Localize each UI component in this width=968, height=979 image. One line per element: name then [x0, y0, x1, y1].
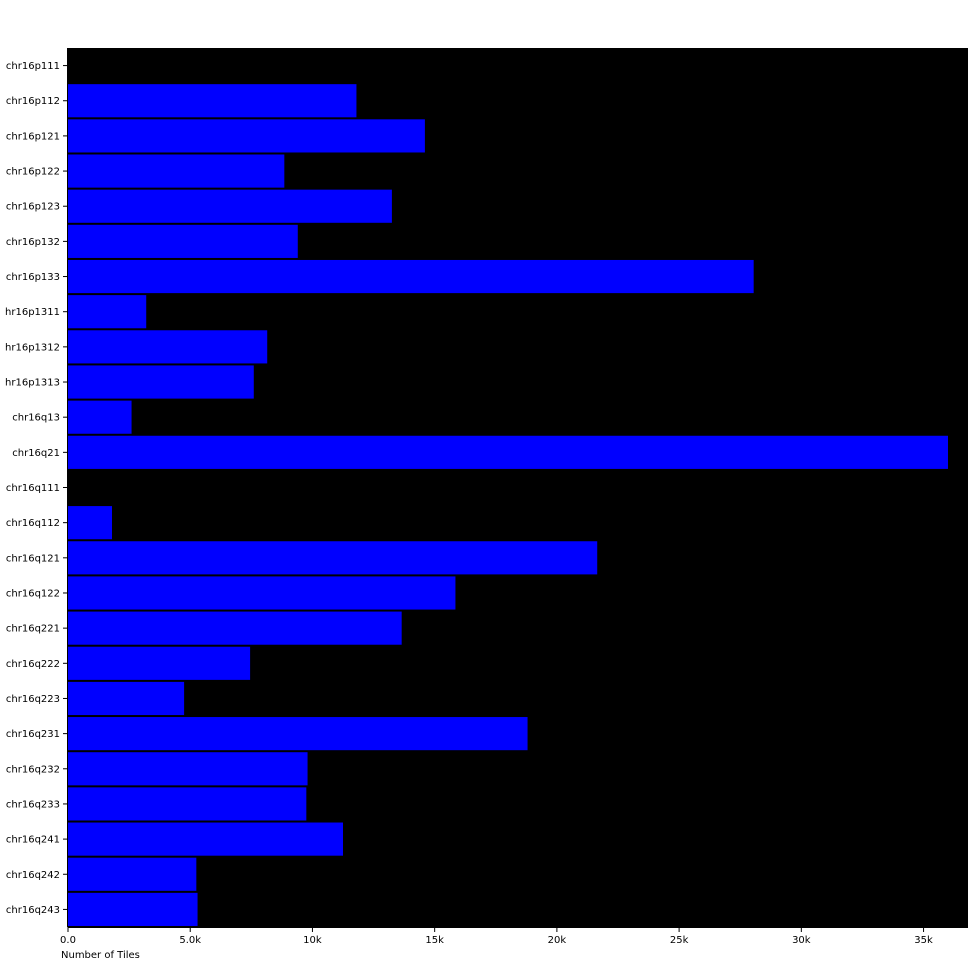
x-tick-label: 35k — [914, 935, 933, 946]
y-tick-label: chr16q21 — [12, 448, 60, 459]
y-tick-label: chr16q121 — [6, 553, 60, 564]
y-tick-label: chr16q112 — [6, 518, 60, 529]
bar-chr16q243 — [68, 892, 198, 926]
y-tick-label: chr16q233 — [6, 799, 60, 810]
bar-chr16q221 — [68, 611, 402, 645]
bar-chr16q223 — [68, 681, 185, 716]
y-tick-label: chr16p112 — [6, 96, 60, 107]
bar-chr16q242 — [68, 857, 197, 891]
y-tick-label: chr16q241 — [6, 835, 60, 846]
bar-chr16q233 — [68, 787, 307, 821]
bar-chr16q112 — [68, 506, 112, 540]
y-tick-label: chr16q242 — [6, 870, 60, 881]
bar-hr16p1312 — [68, 330, 268, 364]
bars-group — [68, 84, 948, 926]
bar-chr16p121 — [68, 119, 425, 153]
y-tick-label: chr16q231 — [6, 729, 60, 740]
y-tick-label: chr16q122 — [6, 588, 60, 599]
y-tick-label: chr16q222 — [6, 659, 60, 670]
y-tick-label: chr16p111 — [6, 61, 60, 72]
bar-chr16p132 — [68, 224, 298, 258]
x-tick-label: 30k — [792, 935, 811, 946]
y-tick-label: chr16q13 — [12, 413, 60, 424]
y-tick-label: chr16p123 — [6, 202, 60, 213]
x-axis-title: Number of Tiles — [61, 950, 140, 961]
bar-chr16q222 — [68, 646, 251, 680]
bar-chr16q231 — [68, 717, 528, 751]
y-tick-label: chr16p132 — [6, 237, 60, 248]
bar-chr16q232 — [68, 752, 308, 786]
x-tick-label: 15k — [425, 935, 444, 946]
y-tick-label: chr16q221 — [6, 624, 60, 635]
y-tick-label: chr16q223 — [6, 694, 60, 705]
bar-chr16p122 — [68, 154, 285, 188]
x-axis: 0.0 5.0k 10k 15k 20k 25k 30k 35k — [60, 927, 968, 946]
x-tick-label: 20k — [548, 935, 567, 946]
bar-hr16p1313 — [68, 365, 254, 399]
y-tick-label: chr16q243 — [6, 905, 60, 916]
bar-chr16q241 — [68, 822, 343, 856]
x-tick-label: 10k — [303, 935, 322, 946]
y-tick-label: hr16p1313 — [5, 378, 60, 389]
y-tick-label: hr16p1312 — [5, 342, 60, 353]
y-axis: chr16p111 chr16p112 chr16p121 chr16p122 chr1… — [5, 48, 68, 927]
x-tick-label: 25k — [670, 935, 689, 946]
bar-chr16p112 — [68, 84, 357, 118]
y-tick-label: chr16p121 — [6, 131, 60, 142]
y-tick-label: chr16q111 — [6, 483, 60, 494]
bar-chr16p133 — [68, 259, 754, 294]
y-tick-label: hr16p1311 — [5, 307, 60, 318]
y-tick-label: chr16q232 — [6, 764, 60, 775]
bar-chr16q122 — [68, 576, 456, 610]
bar-chr16q21 — [68, 435, 948, 469]
y-tick-label: chr16p122 — [6, 167, 60, 178]
bar-hr16p1311 — [68, 295, 147, 329]
bar-chr16q121 — [68, 541, 598, 575]
x-tick-label: 0.0 — [60, 935, 76, 946]
x-tick-label: 5.0k — [179, 935, 201, 946]
bar-chr16p123 — [68, 189, 392, 223]
y-tick-label: chr16p133 — [6, 272, 60, 283]
bar-chr16q13 — [68, 400, 132, 434]
